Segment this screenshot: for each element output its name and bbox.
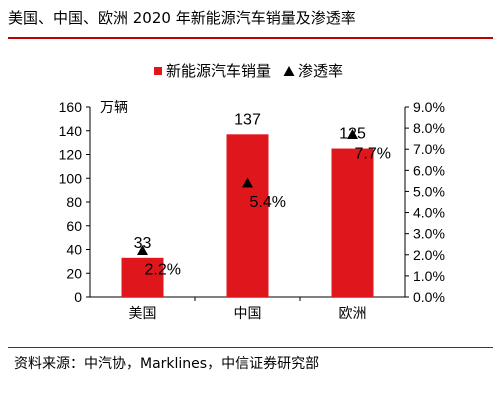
y-right-tick-label: 4.0%	[413, 205, 445, 221]
y-right-tick-label: 6.0%	[413, 162, 445, 178]
y-left-tick-label: 40	[66, 242, 82, 258]
y-right-tick-label: 7.0%	[413, 141, 445, 157]
x-tick-label: 中国	[234, 305, 262, 321]
bar-2	[226, 134, 269, 297]
data-labels: 33 2.2% 137 5.4% 125 7.7%	[134, 111, 391, 278]
chart-title: 美国、中国、欧洲 2020 年新能源汽车销量及渗透率	[8, 9, 356, 27]
y-right-tick-label: 8.0%	[413, 120, 445, 136]
rate-value-label: 5.4%	[250, 194, 286, 211]
legend-bar-swatch	[154, 67, 162, 75]
x-tick-label: 欧洲	[339, 305, 367, 321]
y-left-unit-label: 万辆	[100, 99, 128, 115]
y-right-tick-label: 5.0%	[413, 183, 445, 199]
rate-value-label: 2.2%	[145, 262, 181, 279]
y-left-tick-label: 60	[66, 218, 82, 234]
title-divider	[8, 37, 493, 39]
y-right-tick-label: 1.0%	[413, 268, 445, 284]
y-right-tick-label: 3.0%	[413, 226, 445, 242]
rate-value-label: 7.7%	[355, 145, 391, 162]
bar-value-label: 33	[134, 235, 152, 252]
legend: 新能源汽车销量 渗透率	[154, 63, 343, 80]
x-tick-label: 美国	[129, 305, 157, 321]
source-note: 资料来源：中汽协，Marklines，中信证券研究部	[14, 356, 320, 372]
bars	[121, 134, 374, 297]
y-left-tick-label: 160	[59, 99, 83, 115]
legend-bar-label: 新能源汽车销量	[166, 63, 271, 80]
rate-markers	[137, 128, 358, 256]
y-left-tick-label: 100	[59, 170, 83, 186]
legend-triangle-icon	[283, 66, 295, 76]
legend-rate-label: 渗透率	[298, 63, 343, 80]
rate-marker-2	[242, 177, 253, 188]
axes: 0 20 40 60 80 100 120 140 160 0.0% 1.0% 2.0% 3.0% 4.0…	[59, 99, 445, 321]
y-left-tick-label: 80	[66, 194, 82, 210]
y-left-tick-label: 120	[59, 147, 83, 163]
y-left-tick-label: 20	[66, 265, 82, 281]
y-left-tick-label: 140	[59, 123, 83, 139]
bar-1	[121, 257, 164, 297]
bar-3	[331, 148, 374, 297]
rate-marker-1	[137, 245, 148, 256]
bar-value-label: 137	[234, 111, 261, 128]
bar-value-label: 125	[339, 126, 366, 143]
footer-divider	[8, 347, 493, 348]
y-left-tick-label: 0	[74, 289, 82, 305]
y-right-tick-label: 0.0%	[413, 289, 445, 305]
rate-marker-3	[347, 128, 358, 139]
y-right-tick-label: 2.0%	[413, 247, 445, 263]
y-right-tick-label: 9.0%	[413, 99, 445, 115]
